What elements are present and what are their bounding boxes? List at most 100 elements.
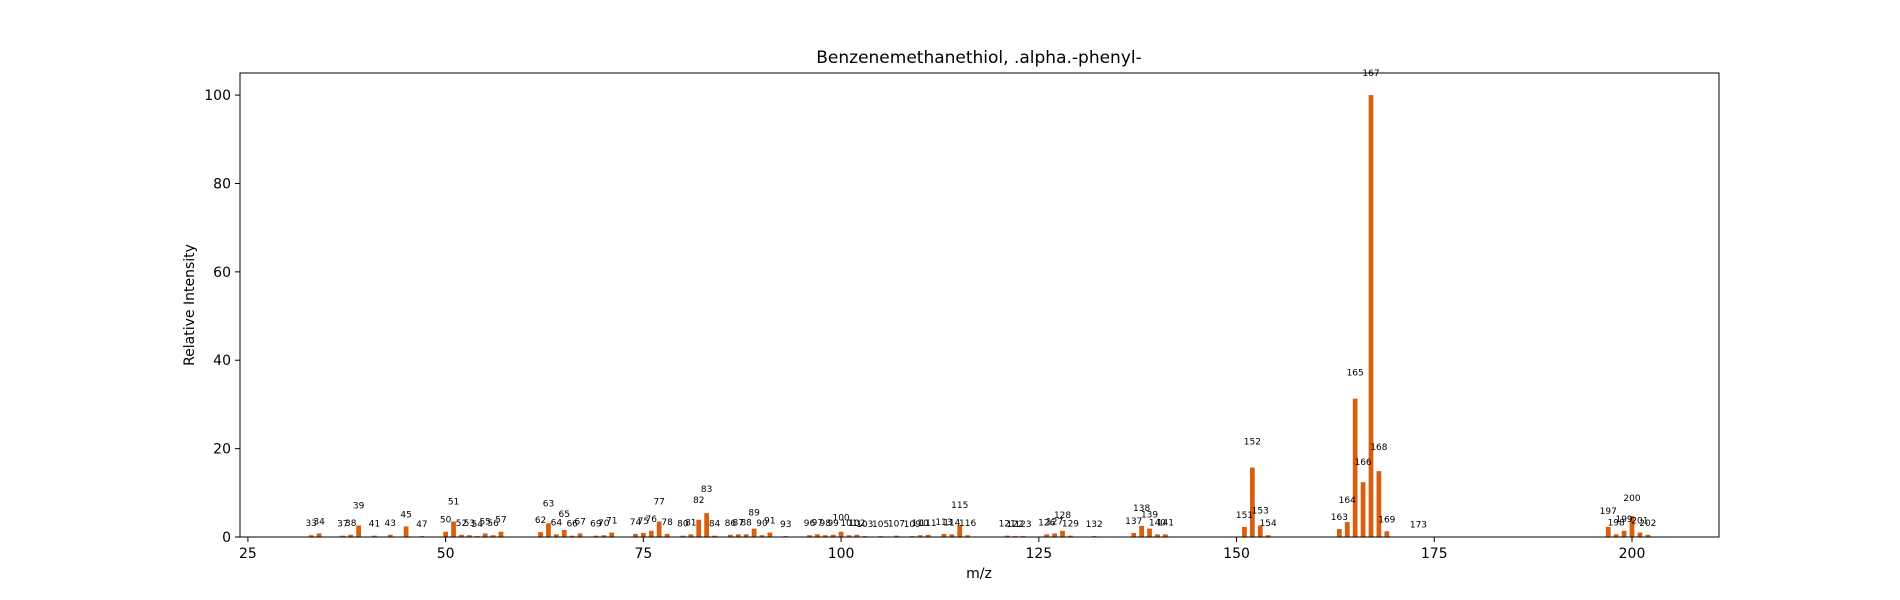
peak-label-mz-98: 98	[820, 519, 832, 529]
bar-mz-57	[498, 531, 504, 537]
peak-label-mz-127: 127	[1046, 517, 1063, 527]
bar-mz-199	[1621, 530, 1627, 537]
bar-mz-56	[490, 535, 496, 537]
bar-mz-141	[1162, 534, 1168, 537]
x-tick-label: 150	[1223, 546, 1250, 562]
bar-mz-71	[609, 532, 615, 537]
peak-label-mz-173: 173	[1410, 521, 1427, 531]
bar-mz-38	[348, 534, 354, 537]
bar-mz-91	[767, 532, 773, 537]
peak-label-mz-166: 166	[1354, 458, 1371, 468]
bar-mz-153	[1257, 525, 1263, 537]
bar-mz-152	[1249, 467, 1255, 537]
peak-label-mz-100: 100	[832, 514, 849, 524]
bar-mz-163	[1336, 529, 1342, 537]
peak-label-mz-34: 34	[313, 517, 325, 527]
bar-mz-127	[1052, 533, 1058, 537]
peak-label-mz-57: 57	[495, 516, 506, 526]
bar-mz-114	[949, 534, 955, 537]
bar-mz-66	[569, 535, 575, 537]
bar-mz-198	[1613, 534, 1619, 537]
peak-label-mz-39: 39	[353, 502, 365, 512]
bar-mz-34	[316, 533, 322, 537]
x-axis-ticks: 25 50 75 100 125 150 175 200	[239, 537, 1645, 562]
peak-label-mz-54: 54	[472, 520, 484, 530]
x-tick-label: 200	[1619, 546, 1646, 562]
bar-mz-78	[664, 533, 670, 537]
peak-label-mz-102: 102	[848, 519, 865, 529]
bar-mz-80	[680, 535, 686, 537]
peak-label-mz-139: 139	[1141, 511, 1158, 521]
bar-mz-70	[601, 535, 607, 537]
peak-label-mz-37: 37	[337, 520, 348, 530]
peak-label-mz-200: 200	[1623, 494, 1640, 504]
peak-label-mz-201: 201	[1631, 517, 1648, 527]
peak-label-mz-90: 90	[756, 519, 768, 529]
bar-mz-96	[807, 535, 812, 537]
peak-label-mz-69: 69	[590, 520, 602, 530]
peak-label-mz-113: 113	[935, 518, 952, 528]
bar-mz-81	[688, 534, 694, 537]
bar-mz-137	[1131, 533, 1137, 537]
peak-label-mz-70: 70	[598, 519, 610, 529]
chart-title: Benzenemethanethiol, .alpha.-phenyl-	[816, 48, 1142, 68]
bar-mz-99	[830, 534, 836, 537]
peak-label-mz-198: 198	[1608, 518, 1625, 528]
peak-label-mz-164: 164	[1339, 496, 1356, 506]
y-tick-label: 40	[213, 353, 231, 369]
bar-mz-53	[466, 535, 472, 537]
peak-label-mz-99: 99	[827, 519, 839, 529]
peak-label-mz-121: 121	[999, 520, 1016, 530]
peak-label-mz-163: 163	[1331, 513, 1348, 523]
peak-label-mz-122: 122	[1006, 520, 1023, 530]
peak-label-mz-96: 96	[804, 519, 816, 529]
bar-mz-63	[546, 523, 551, 537]
peak-label-mz-38: 38	[345, 519, 357, 529]
bar-mz-168	[1376, 471, 1382, 537]
bar-mz-75	[640, 533, 646, 537]
peak-label-mz-55: 55	[479, 517, 490, 527]
peak-label-mz-93: 93	[780, 520, 791, 530]
bar-mz-89	[751, 528, 757, 537]
bar-mz-115	[957, 525, 963, 537]
peak-label-mz-128: 128	[1054, 511, 1071, 521]
peak-label-mz-52: 52	[456, 519, 467, 529]
bar-mz-100	[838, 531, 844, 537]
peak-label-mz-141: 141	[1157, 518, 1174, 528]
bar-mz-86	[727, 534, 733, 537]
peak-label-mz-197: 197	[1600, 507, 1617, 517]
bar-mz-52	[459, 534, 464, 537]
bar-mz-154	[1265, 535, 1271, 537]
peak-label-mz-81: 81	[685, 518, 696, 528]
y-tick-label: 20	[213, 442, 231, 458]
bar-mz-97	[814, 534, 820, 537]
x-tick-label: 25	[239, 546, 257, 562]
bar-mz-41	[372, 535, 377, 537]
peak-label-mz-103: 103	[856, 520, 873, 530]
peak-label-mz-111: 111	[919, 519, 936, 529]
bar-mz-167	[1368, 95, 1374, 537]
peak-label-mz-47: 47	[416, 520, 427, 530]
peak-label-mz-165: 165	[1347, 369, 1364, 379]
bar-mz-90	[759, 535, 765, 537]
bar-mz-69	[593, 535, 599, 537]
y-tick-label: 60	[213, 265, 231, 281]
y-tick-label: 80	[213, 176, 231, 192]
bar-mz-139	[1147, 528, 1152, 537]
peak-label-mz-151: 151	[1236, 511, 1253, 521]
peak-label-mz-123: 123	[1014, 520, 1031, 530]
bar-mz-87	[735, 534, 741, 537]
peak-label-mz-167: 167	[1362, 69, 1379, 79]
peak-label-mz-41: 41	[369, 520, 380, 530]
peak-label-mz-89: 89	[748, 509, 760, 519]
y-tick-label: 100	[204, 88, 231, 104]
peak-label-mz-129: 129	[1062, 520, 1079, 530]
peak-label-mz-33: 33	[305, 519, 316, 529]
peak-label-mz-65: 65	[559, 510, 570, 520]
peak-label-mz-64: 64	[551, 518, 563, 528]
peak-label-mz-77: 77	[653, 498, 664, 508]
peak-label-mz-74: 74	[630, 518, 642, 528]
peak-label-mz-109: 109	[904, 520, 921, 530]
